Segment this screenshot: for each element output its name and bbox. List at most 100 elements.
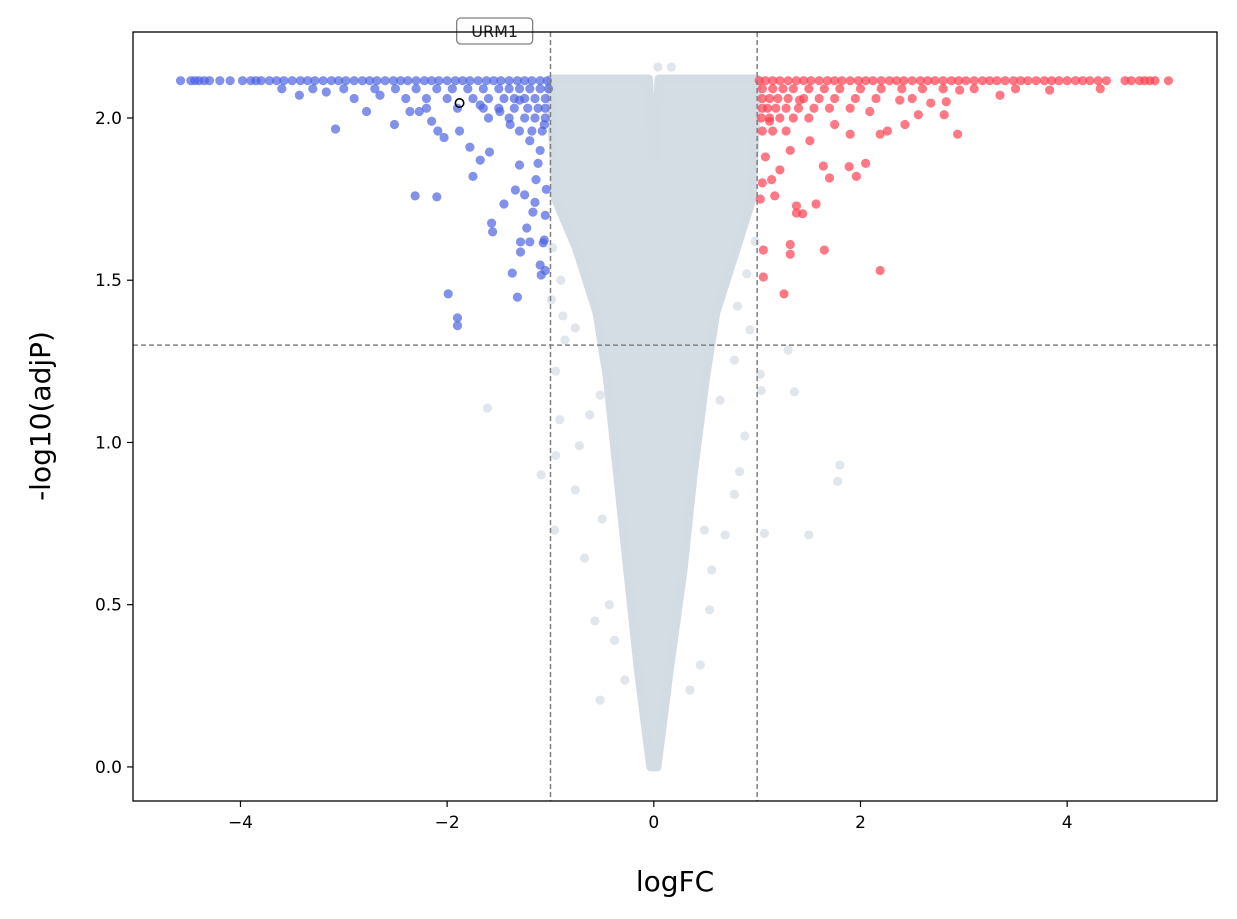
point-ns (482, 403, 493, 413)
point-up (775, 76, 785, 86)
point-up (785, 145, 795, 156)
point-up (875, 129, 885, 139)
point-ns (729, 489, 740, 499)
point-down (530, 197, 540, 207)
point-down (295, 76, 306, 86)
point-up (865, 106, 875, 117)
point-ns (705, 605, 715, 615)
point-up (775, 165, 785, 175)
point-up (941, 97, 951, 107)
point-up (788, 84, 798, 94)
point-up (938, 84, 948, 94)
point-down (488, 227, 498, 237)
point-down (372, 76, 382, 86)
point-up (1101, 76, 1112, 86)
point-ns (560, 335, 570, 345)
point-up (757, 126, 767, 136)
point-up (1150, 76, 1160, 86)
point-up (814, 76, 824, 86)
point-down (349, 93, 359, 104)
point-down (427, 116, 437, 126)
point-down (411, 84, 421, 94)
point-down (475, 155, 485, 165)
point-ns (742, 269, 752, 279)
point-up (853, 76, 864, 86)
point-down (427, 76, 437, 86)
point-ns (804, 530, 814, 540)
point-up (1126, 76, 1136, 86)
point-up (955, 85, 965, 95)
y-tick-label: 0.5 (95, 596, 122, 616)
point-up (995, 90, 1005, 100)
point-down (542, 76, 552, 86)
point-ns (590, 616, 600, 626)
point-down (357, 76, 368, 86)
x-axis-label: logFC (636, 865, 714, 898)
point-down (489, 76, 499, 86)
point-up (900, 119, 910, 130)
point-down (499, 199, 509, 209)
point-ns (550, 525, 560, 535)
point-down (483, 113, 494, 123)
point-ns (729, 355, 740, 365)
point-up (806, 76, 816, 86)
point-ns (750, 236, 760, 246)
axis-ticks: −4 −2 0 2 4 0.0 0.5 1.0 1.5 2.0 (95, 109, 1073, 833)
point-down (303, 76, 313, 86)
point-ns (595, 695, 605, 705)
point-down (525, 237, 535, 247)
point-up (768, 76, 778, 86)
x-tick-label: 2 (855, 813, 866, 833)
point-down (279, 76, 289, 86)
point-up (850, 93, 860, 104)
point-ns (745, 325, 755, 335)
point-up (1047, 76, 1057, 86)
point-up (835, 84, 845, 94)
point-up (961, 76, 971, 86)
point-down (458, 76, 468, 86)
point-down (540, 103, 550, 113)
point-ns (604, 600, 614, 610)
point-ns (579, 553, 590, 563)
point-down (277, 84, 287, 94)
point-ns (536, 470, 546, 480)
point-up (1163, 76, 1174, 86)
point-up (875, 265, 885, 276)
point-up (804, 113, 814, 123)
point-up (845, 76, 855, 86)
point-down (533, 103, 543, 113)
point-down (515, 237, 526, 247)
point-down (486, 218, 497, 228)
point-down (339, 84, 349, 94)
point-up (814, 93, 824, 104)
data-layer (175, 62, 1174, 772)
point-down (237, 76, 248, 86)
point-ns (595, 390, 605, 400)
point-up (1031, 76, 1041, 86)
point-down (525, 84, 535, 94)
point-ns (551, 366, 561, 376)
point-up (775, 113, 785, 123)
point-up (915, 76, 926, 86)
point-up (770, 191, 780, 201)
point-ns (756, 385, 766, 396)
x-tick-label: 0 (648, 813, 659, 833)
point-ns (720, 530, 730, 540)
point-down (509, 103, 519, 113)
x-tick-label: 4 (1062, 813, 1073, 833)
point-up (892, 76, 902, 86)
point-up (781, 103, 791, 113)
point-down (495, 106, 505, 117)
point-down (527, 76, 537, 86)
point-down (527, 126, 537, 136)
point-down (499, 93, 509, 104)
point-down (450, 76, 461, 86)
point-down (514, 126, 525, 136)
point-up (764, 116, 775, 126)
point-up (768, 84, 778, 94)
point-up (977, 76, 988, 86)
point-ns (556, 275, 566, 285)
point-down (494, 84, 504, 94)
point-ns (835, 460, 845, 470)
point-down (483, 93, 494, 104)
